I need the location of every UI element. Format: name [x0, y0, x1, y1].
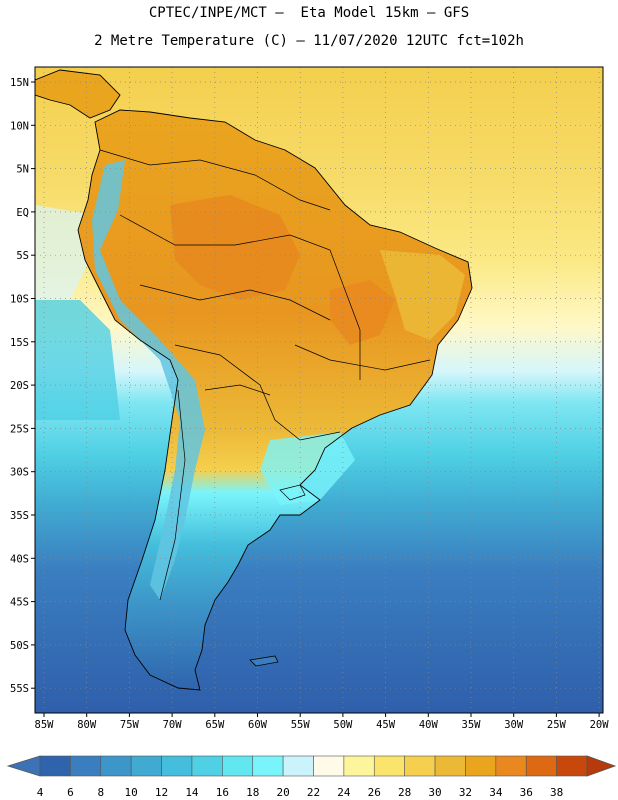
colorbar-label: 20	[276, 786, 289, 799]
colorbar-label: 14	[185, 786, 199, 799]
lon-label: 55W	[291, 719, 311, 731]
colorbar-swatch	[495, 755, 527, 777]
colorbar-swatch	[465, 755, 497, 777]
colorbar-swatch	[222, 755, 254, 777]
lon-label: 40W	[419, 719, 439, 731]
colorbar-swatch	[434, 755, 466, 777]
lon-label: 20W	[590, 719, 610, 731]
lon-label: 25W	[547, 719, 567, 731]
lat-label: 30S	[10, 467, 29, 479]
colorbar-label: 34	[489, 786, 503, 799]
colorbar-label: 4	[37, 786, 44, 799]
lat-label: 15N	[10, 77, 29, 89]
colorbar-swatch	[525, 755, 557, 777]
colorbar-label: 22	[307, 786, 320, 799]
lat-label: 45S	[10, 597, 29, 609]
colorbar-under-arrow	[6, 755, 41, 777]
colorbar-swatch	[39, 755, 71, 777]
colorbar-over-arrow	[586, 755, 617, 777]
map-subtitle: 2 Metre Temperature (C) – 11/07/2020 12U…	[94, 33, 524, 49]
lat-label: 20S	[10, 380, 29, 392]
colorbar-swatch	[161, 755, 193, 777]
lon-label: 50W	[333, 719, 353, 731]
map-title: CPTEC/INPE/MCT – Eta Model 15km – GFS	[148, 5, 470, 21]
colorbar-label: 8	[97, 786, 104, 799]
colorbar-swatch	[70, 755, 102, 777]
lat-label: 5N	[16, 164, 29, 176]
colorbar-label: 24	[337, 786, 351, 799]
colorbar-swatch	[556, 755, 588, 777]
colorbar-label: 36	[520, 786, 533, 799]
lat-label: 50S	[10, 640, 29, 652]
longitude-labels: 85W 80W 75W 70W 65W 60W 55W 50W 45W 40W 35W 30W 25W 2…	[35, 713, 610, 731]
latitude-labels: 15N 10N 5N EQ 5S 10S 15S 20S 25S 30S 35S 40S 45S 50S 5…	[10, 77, 35, 695]
colorbar-label: 10	[125, 786, 138, 799]
colorbar-label: 16	[216, 786, 229, 799]
lat-label: EQ	[16, 207, 29, 219]
colorbar-label: 38	[550, 786, 563, 799]
colorbar-swatch	[313, 755, 345, 777]
amazon-warm-core	[170, 195, 300, 300]
colorbar-label: 32	[459, 786, 472, 799]
colorbar-swatch	[252, 755, 284, 777]
lat-label: 15S	[10, 337, 29, 349]
lon-label: 60W	[248, 719, 268, 731]
andes-ridge	[92, 160, 205, 600]
map-frame	[34, 66, 604, 714]
colorbar-label: 26	[368, 786, 381, 799]
lon-label: 80W	[77, 719, 97, 731]
lat-label: 10N	[10, 120, 29, 132]
coastlines	[35, 69, 473, 691]
colorbar-swatch	[373, 755, 405, 777]
lat-label: 40S	[10, 553, 29, 565]
colorbar: 4 6 8 10 12 14 16 18 20 22 24 26 28 30 32 34 36 38	[6, 755, 617, 799]
colorbar-label: 18	[246, 786, 259, 799]
colorbar-swatch	[191, 755, 223, 777]
lon-label: 35W	[462, 719, 482, 731]
lon-label: 45W	[376, 719, 396, 731]
lat-label: 35S	[10, 510, 29, 522]
colorbar-label: 12	[155, 786, 168, 799]
lon-label: 70W	[163, 719, 183, 731]
colorbar-label: 30	[428, 786, 441, 799]
colorbar-label: 6	[67, 786, 74, 799]
colorbar-swatch	[130, 755, 162, 777]
lon-label: 30W	[504, 719, 524, 731]
lat-label: 25S	[10, 423, 29, 435]
colorbar-swatch	[404, 755, 436, 777]
lat-label: 10S	[10, 294, 29, 306]
colorbar-label: 28	[398, 786, 411, 799]
lat-label: 5S	[16, 250, 29, 262]
lat-label: 55S	[10, 683, 29, 695]
lon-label: 65W	[205, 719, 225, 731]
lon-label: 85W	[35, 719, 55, 731]
colorbar-swatch	[343, 755, 375, 777]
colorbar-swatch	[282, 755, 314, 777]
lon-label: 75W	[120, 719, 140, 731]
colorbar-swatch	[100, 755, 132, 777]
